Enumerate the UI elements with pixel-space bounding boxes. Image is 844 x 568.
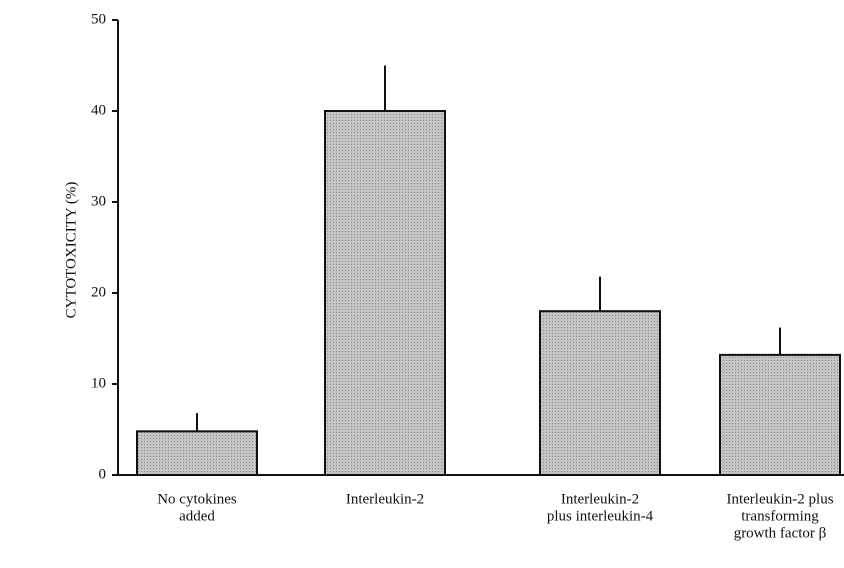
y-tick-label: 0 — [99, 466, 107, 482]
x-tick-label: plus interleukin-4 — [547, 508, 654, 524]
x-tick-label: transforming — [741, 508, 819, 524]
x-tick-label: growth factor β — [734, 525, 827, 541]
bar-texture — [324, 110, 446, 476]
y-axis-label: CYTOTOXICITY (%) — [63, 182, 79, 319]
y-tick-label: 40 — [91, 102, 106, 118]
x-tick-label: Interleukin-2 — [561, 491, 639, 507]
x-tick-label: Interleukin-2 — [346, 491, 424, 507]
y-tick-label: 30 — [91, 193, 106, 209]
bar-texture — [539, 310, 661, 477]
bar-texture — [719, 353, 841, 477]
bar-texture — [136, 430, 258, 477]
y-tick-label: 10 — [91, 375, 106, 391]
x-tick-label: No cytokines — [157, 491, 237, 507]
y-tick-label: 50 — [91, 11, 106, 27]
x-tick-label: Interleukin-2 plus — [726, 491, 833, 507]
x-tick-label: added — [179, 508, 215, 524]
y-tick-label: 20 — [91, 284, 106, 300]
